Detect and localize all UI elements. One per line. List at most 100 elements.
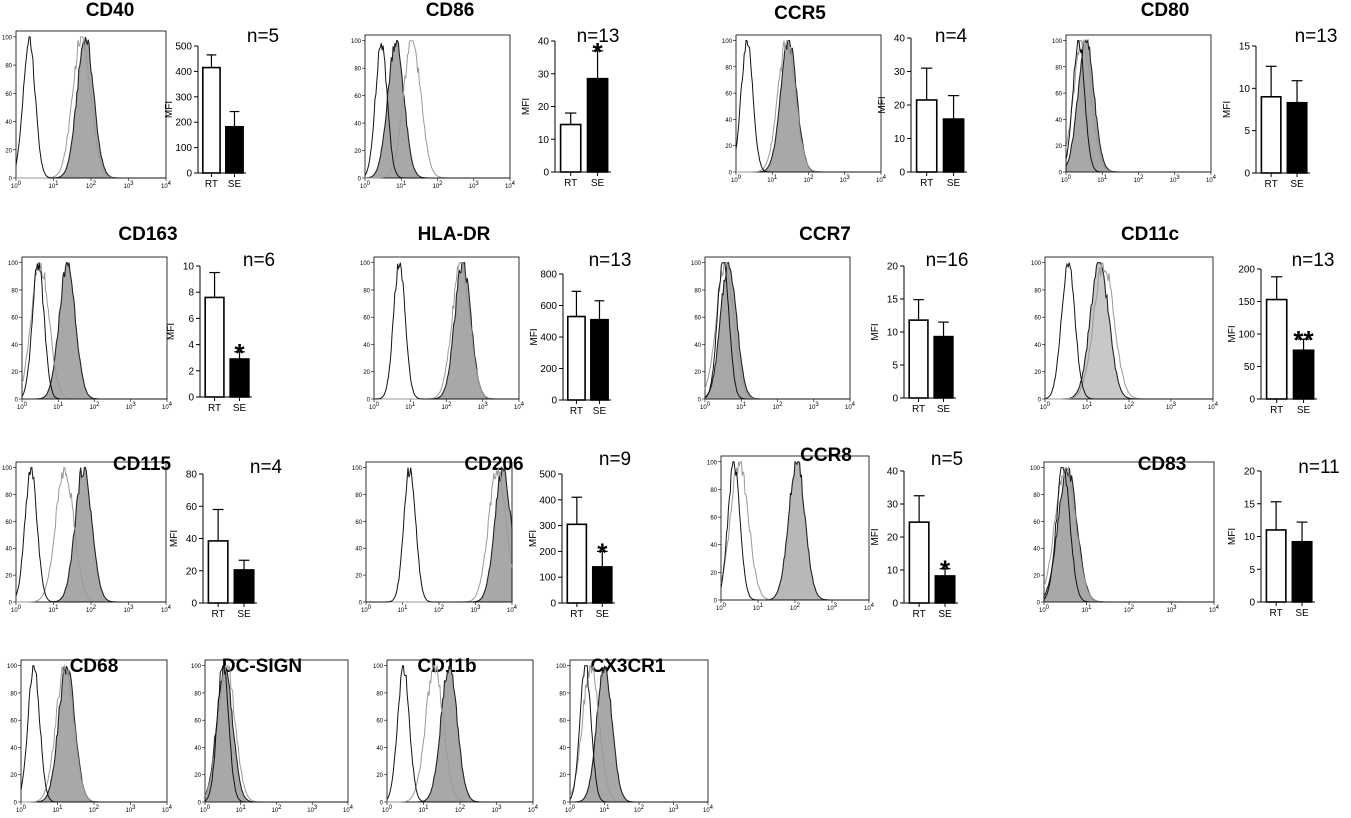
histogram-isotype-line <box>204 665 348 803</box>
histogram-ytick-label: 40 <box>194 746 201 752</box>
histogram-xtick-label: 103 <box>469 181 480 190</box>
bar-ytick-label: 20 <box>1244 467 1256 478</box>
histogram-xtick-base: 10 <box>469 184 476 190</box>
histogram-xtick-exponent: 1 <box>412 402 416 408</box>
histogram-xtick-label: 100 <box>369 402 380 411</box>
histogram-xtick-base: 10 <box>161 184 168 190</box>
bar-category-label: SE <box>947 178 961 189</box>
histogram-xtick-label: 103 <box>1166 402 1177 411</box>
histogram-ytick-label: 80 <box>355 493 362 499</box>
histogram-xtick-label: 102 <box>1133 175 1144 184</box>
histogram-xtick-label: 104 <box>1206 175 1217 184</box>
bar-category-label: SE <box>1290 179 1304 190</box>
histogram-xtick-label: 100 <box>360 181 371 190</box>
histogram-xtick-exponent: 1 <box>425 805 429 811</box>
bar-rt <box>1265 529 1287 603</box>
histogram-xtick-base: 10 <box>125 808 132 814</box>
histogram-ytick-label: 0 <box>1038 398 1042 404</box>
histogram-xtick-label: 102 <box>434 605 445 614</box>
bar-ytick-label: 400 <box>540 333 557 344</box>
histogram-xtick-label: 102 <box>1124 605 1135 614</box>
n-label: n=4 <box>935 26 968 47</box>
histogram-ytick-label: 100 <box>722 39 733 45</box>
histogram-xtick-label: 100 <box>1039 605 1050 614</box>
bar-ytick-label: 150 <box>1238 297 1255 308</box>
histogram-xtick-label: 102 <box>86 605 97 614</box>
panel-title: CD83 <box>1138 454 1187 475</box>
histogram-xtick-label: 104 <box>161 605 172 614</box>
histogram-xtick-exponent: 0 <box>1068 175 1072 181</box>
histogram-xtick-base: 10 <box>599 808 606 814</box>
significance-marker: * <box>234 338 245 368</box>
histogram-ytick-label: 40 <box>1034 343 1041 349</box>
histogram-ytick-label: 100 <box>360 261 371 267</box>
histogram-frame <box>373 256 520 400</box>
bar-category-label: RT <box>1265 179 1278 190</box>
histogram-isotype-line <box>374 262 519 400</box>
histogram-xtick-base: 10 <box>396 184 403 190</box>
histogram-se-filled <box>1043 467 1214 603</box>
n-label: n=13 <box>1292 250 1335 271</box>
bar-category-label: RT <box>208 403 221 414</box>
histogram-isotype-line <box>720 461 869 601</box>
histogram-xtick-label: 100 <box>700 402 711 411</box>
histogram-ytick-label: 60 <box>355 520 362 526</box>
histogram-isotype-line <box>364 43 510 179</box>
histogram-xtick-exponent: 0 <box>207 805 211 811</box>
histogram-xtick-label: 103 <box>307 805 318 814</box>
histogram-xtick-base: 10 <box>864 606 871 612</box>
histogram-xtick-exponent: 0 <box>368 605 372 611</box>
histogram-xtick-exponent: 3 <box>314 805 318 811</box>
bar-ytick-label: 40 <box>894 34 906 45</box>
histogram-ytick-label: 20 <box>5 574 12 580</box>
panel-title: CCR5 <box>774 3 826 24</box>
histogram-xtick-label: 100 <box>1061 175 1072 184</box>
bar-ylabel: MFI <box>870 323 881 340</box>
bar-rt <box>559 123 582 173</box>
bar-ytick-label: 5 <box>1249 565 1255 576</box>
histogram-frame <box>20 659 168 803</box>
histogram-xtick-base: 10 <box>470 608 477 614</box>
bar-ytick-label: 30 <box>887 500 899 511</box>
bar-ytick-label: 300 <box>539 521 556 532</box>
histogram-xtick-base: 10 <box>840 178 847 184</box>
bar-ytick-label: 500 <box>539 470 556 481</box>
histogram-ytick-label: 60 <box>5 520 12 526</box>
bar-category-label: RT <box>913 609 926 620</box>
histogram-ytick-label: 60 <box>194 719 201 725</box>
histogram-xtick-exponent: 3 <box>475 181 479 187</box>
histogram-xtick-label: 104 <box>1208 402 1219 411</box>
bar-ytick-label: 200 <box>540 364 557 375</box>
histogram-xtick-base: 10 <box>89 808 96 814</box>
histogram-xtick-exponent: 4 <box>169 402 173 408</box>
histogram-ytick-label: 40 <box>559 746 566 752</box>
histogram-xtick-label: 101 <box>48 605 59 614</box>
histogram-ytick-label: 100 <box>352 466 363 472</box>
histogram-ytick-label: 20 <box>559 773 566 779</box>
histogram-xtick-label: 102 <box>432 181 443 190</box>
histogram-xtick-exponent: 2 <box>1131 402 1135 408</box>
histogram-xtick-label: 103 <box>491 805 502 814</box>
panel-title: CD206 <box>464 454 523 475</box>
histogram-ytick-label: 20 <box>376 773 383 779</box>
histogram-ytick-label: 100 <box>1030 466 1041 472</box>
histogram-ytick-label: 100 <box>707 460 718 466</box>
bar-rt <box>1260 96 1282 174</box>
histogram-ytick-label: 80 <box>694 288 701 294</box>
histogram-ytick-label: 40 <box>5 547 12 553</box>
histogram-xtick-label: 101 <box>52 805 63 814</box>
bar-ytick-label: 50 <box>1244 362 1256 373</box>
bar-category-label: RT <box>1270 405 1283 416</box>
histogram-ytick-label: 60 <box>710 516 717 522</box>
panel-title: CD86 <box>426 0 475 21</box>
histogram-xtick-label: 101 <box>396 181 407 190</box>
histogram-xtick-label: 101 <box>53 402 64 411</box>
histogram-ytick-label: 0 <box>198 801 202 807</box>
histogram-ytick-label: 40 <box>355 547 362 553</box>
histogram-ytick-label: 80 <box>5 64 12 70</box>
bar-category-label: RT <box>564 178 577 189</box>
histogram-ytick-label: 100 <box>351 39 362 45</box>
histogram-xtick-label: 101 <box>1082 402 1093 411</box>
